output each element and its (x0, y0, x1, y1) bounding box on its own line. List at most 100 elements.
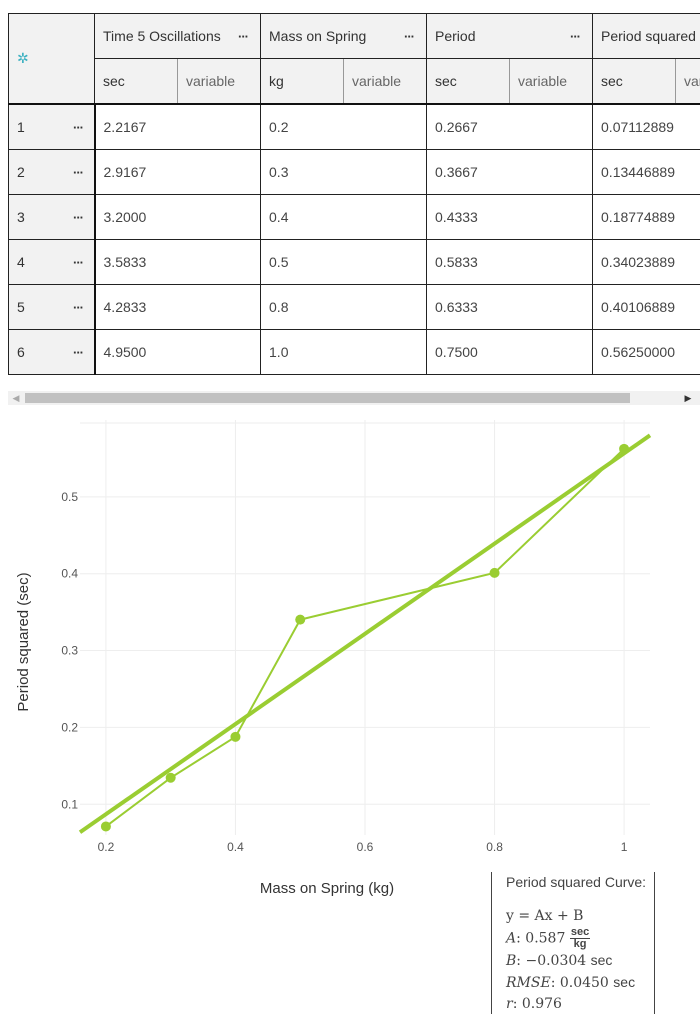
table-cell[interactable]: 4.9500 (94, 329, 262, 375)
table-cell[interactable]: 0.34023889 (592, 239, 700, 285)
table-cell[interactable]: 4.2833 (94, 284, 262, 330)
fit-a-unit-num: sec (569, 926, 591, 939)
table-cell[interactable]: 0.5 (260, 239, 428, 285)
fit-line (78, 433, 652, 834)
column-menu-icon[interactable]: ··· (238, 28, 249, 44)
table-cell[interactable]: 2.9167 (94, 149, 262, 195)
scroll-left-icon[interactable]: ◀ (12, 393, 20, 403)
y-tick-label: 0.4 (61, 567, 78, 581)
y-tick-label: 0.2 (61, 720, 78, 734)
table-row: 2 ··· 2.9167 0.3 0.3667 0.13446889 (8, 149, 700, 195)
table-cell[interactable]: 0.07112889 (592, 103, 700, 150)
fit-a-value: : 0.587 (516, 930, 566, 947)
column-unit[interactable]: kg (260, 58, 344, 105)
table-cell[interactable]: 0.7500 (426, 329, 594, 375)
row-index: 5 (8, 284, 63, 330)
row-index: 2 (8, 149, 63, 195)
table-cell[interactable]: 0.2667 (426, 103, 594, 150)
data-point[interactable] (165, 772, 176, 783)
data-point[interactable] (295, 614, 306, 625)
data-table: ✲ Time 5 Oscillations ··· Mass on Spring ·… (8, 13, 700, 375)
table-settings-button[interactable]: ✲ (8, 13, 96, 105)
row-index: 3 (8, 194, 63, 240)
table-cell[interactable]: 0.2 (260, 103, 428, 150)
row-index: 4 (8, 239, 63, 285)
row-menu-icon[interactable]: ··· (62, 103, 96, 150)
tick-labels: 0.2 0.4 0.6 0.8 1 0.1 0.2 0.3 0.4 0.5 (61, 490, 627, 854)
column-variable[interactable]: variable (675, 58, 700, 105)
y-tick-label: 0.1 (61, 797, 78, 811)
column-header-period-squared[interactable]: Period squared (592, 13, 700, 59)
data-point[interactable] (619, 443, 630, 454)
scroll-right-icon[interactable]: ▶ (684, 393, 692, 403)
table-cell[interactable]: 0.3 (260, 149, 428, 195)
column-title: Period (435, 28, 476, 44)
table-row: 5 ··· 4.2833 0.8 0.6333 0.40106889 (8, 284, 700, 330)
table-cell[interactable]: 0.56250000 (592, 329, 700, 375)
column-header-time[interactable]: Time 5 Oscillations ··· (94, 13, 262, 59)
table-cell[interactable]: 3.5833 (94, 239, 262, 285)
column-header-mass[interactable]: Mass on Spring ··· (260, 13, 428, 59)
table-cell[interactable]: 0.13446889 (592, 149, 700, 195)
column-unit[interactable]: sec (426, 58, 510, 105)
y-tick-label: 0.5 (61, 490, 78, 504)
data-point[interactable] (489, 567, 500, 578)
y-axis-title: Period squared (sec) (15, 572, 32, 711)
row-menu-icon[interactable]: ··· (62, 239, 96, 285)
fit-rmse-label: RMSE (506, 975, 551, 991)
fit-rmse-value: : 0.0450 (550, 975, 609, 991)
table-row: 3 ··· 3.2000 0.4 0.4333 0.18774889 (8, 194, 700, 240)
table-cell[interactable]: 0.40106889 (592, 284, 700, 330)
data-table-container: ✲ Time 5 Oscillations ··· Mass on Spring ·… (8, 13, 700, 375)
fit-b-value: : −0.0304 (516, 953, 587, 969)
table-cell[interactable]: 1.0 (260, 329, 428, 375)
table-cell[interactable]: 0.5833 (426, 239, 594, 285)
gear-icon: ✲ (17, 50, 29, 66)
data-point[interactable] (230, 731, 241, 742)
column-variable[interactable]: variable (177, 58, 262, 105)
table-cell[interactable]: 2.2167 (94, 103, 262, 150)
column-header-period[interactable]: Period ··· (426, 13, 594, 59)
column-variable[interactable]: variable (509, 58, 594, 105)
period-squared-chart: 0.2 0.4 0.6 0.8 1 0.1 0.2 0.3 0.4 0.5 Mass on Spr… (15, 420, 652, 897)
column-menu-icon[interactable]: ··· (570, 28, 581, 44)
x-tick-label: 1 (621, 840, 628, 854)
row-menu-icon[interactable]: ··· (62, 284, 96, 330)
fit-b-unit: sec (590, 952, 613, 968)
column-title: Time 5 Oscillations (103, 28, 221, 44)
table-row: 1 ··· 2.2167 0.2 0.2667 0.07112889 (8, 103, 700, 150)
row-menu-icon[interactable]: ··· (62, 194, 96, 240)
fit-param-a: A: 0.587 sec kg (506, 927, 654, 950)
x-tick-label: 0.6 (357, 840, 374, 854)
fit-r: r: 0.976 (506, 994, 654, 1015)
row-menu-icon[interactable]: ··· (62, 149, 96, 195)
series-layer (100, 443, 630, 832)
table-cell[interactable]: 0.18774889 (592, 194, 700, 240)
curve-fit-box: Period squared Curve: y = Ax + B A: 0.58… (491, 872, 655, 1014)
row-menu-icon[interactable]: ··· (62, 329, 96, 375)
column-unit[interactable]: sec (592, 58, 676, 105)
horizontal-scrollbar[interactable]: ◀ ▶ (8, 391, 700, 405)
table-cell[interactable]: 0.3667 (426, 149, 594, 195)
table-cell[interactable]: 0.6333 (426, 284, 594, 330)
fit-param-b: B: −0.0304 sec (506, 950, 654, 972)
table-cell[interactable]: 0.4 (260, 194, 428, 240)
table-cell[interactable]: 0.8 (260, 284, 428, 330)
table-cell[interactable]: 3.2000 (94, 194, 262, 240)
x-tick-label: 0.4 (227, 840, 244, 854)
table-cell[interactable]: 0.4333 (426, 194, 594, 240)
fit-a-label: A (506, 930, 517, 947)
column-variable[interactable]: variable (343, 58, 428, 105)
fit-a-unit-den: kg (573, 938, 587, 950)
scrollbar-thumb[interactable] (25, 393, 630, 403)
x-tick-label: 0.2 (98, 840, 115, 854)
fit-r-value: : 0.976 (512, 996, 562, 1012)
column-unit[interactable]: sec (94, 58, 178, 105)
fit-rmse-unit: sec (613, 974, 636, 990)
chart-grid (80, 420, 650, 835)
fit-a-unit: sec kg (569, 926, 591, 950)
x-tick-label: 0.8 (486, 840, 503, 854)
fit-equation: y = Ax + B (506, 908, 584, 924)
column-menu-icon[interactable]: ··· (404, 28, 415, 44)
data-point[interactable] (100, 821, 111, 832)
